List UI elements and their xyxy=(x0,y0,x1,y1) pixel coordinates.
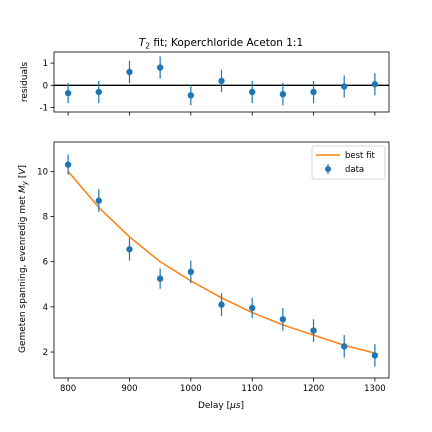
residual-point xyxy=(126,60,133,84)
main-y-ticks: 2 4 6 8 10 xyxy=(37,167,54,358)
residual-point xyxy=(371,73,379,96)
legend: best fit data xyxy=(311,145,386,180)
residual-marker xyxy=(248,88,256,96)
residual-marker xyxy=(95,88,102,96)
main-y-tick-label: 4 xyxy=(43,303,48,313)
residuals-frame xyxy=(53,51,390,113)
best-fit-line xyxy=(67,170,376,354)
data-marker xyxy=(64,161,72,168)
main-x-tick-label: 1100 xyxy=(241,384,263,394)
residual-marker xyxy=(126,68,133,76)
residual-point xyxy=(248,80,256,104)
residuals-y-tick-label: -1 xyxy=(40,104,48,114)
residuals-y-tick-label: 1 xyxy=(43,59,48,69)
data-marker xyxy=(156,275,164,282)
residuals-panel: -1 0 1 residuals xyxy=(20,51,390,116)
legend-data-label: data xyxy=(345,165,364,175)
data-point xyxy=(126,237,133,261)
data-point xyxy=(64,154,72,175)
data-marker xyxy=(126,246,133,253)
data-marker xyxy=(248,304,256,312)
data-marker xyxy=(341,343,348,350)
main-x-tick-label: 1000 xyxy=(180,384,202,394)
main-y-tick-label: 6 xyxy=(43,258,48,268)
residual-point xyxy=(156,56,164,79)
data-marker xyxy=(95,197,102,204)
main-x-ticks: 800 900 1000 1100 1200 1300 xyxy=(60,378,386,394)
data-point xyxy=(279,307,287,331)
data-marker xyxy=(371,352,379,359)
data-point xyxy=(187,260,195,284)
data-marker xyxy=(310,327,317,334)
residual-marker xyxy=(341,83,348,90)
legend-data-swatch-marker xyxy=(325,166,331,172)
residuals-y-axis-label: residuals xyxy=(20,62,30,103)
main-x-tick-label: 800 xyxy=(60,384,76,394)
residual-marker xyxy=(187,92,195,99)
data-marker xyxy=(187,268,195,276)
residual-point xyxy=(187,85,195,106)
data-points xyxy=(64,154,379,367)
residuals-y-ticks: -1 0 1 xyxy=(40,59,54,114)
main-y-tick-label: 8 xyxy=(43,213,48,223)
data-marker xyxy=(279,316,287,323)
residual-marker xyxy=(371,81,379,88)
residual-marker xyxy=(64,89,72,97)
residuals-x-ticks xyxy=(67,112,376,116)
residual-marker xyxy=(218,77,225,85)
residual-point xyxy=(341,75,348,98)
residual-point xyxy=(218,69,225,92)
data-point xyxy=(95,189,102,213)
data-point xyxy=(341,335,348,358)
main-y-axis-label: Gemeten spanning, evenredig met My [V] xyxy=(18,165,29,353)
residuals-chart-title: T2 fit; Koperchloride Aceton 1:1 xyxy=(139,37,303,51)
main-frame xyxy=(53,141,390,379)
residual-marker xyxy=(310,88,317,96)
residuals-y-tick-label: 0 xyxy=(43,81,48,91)
residual-point xyxy=(64,83,72,104)
data-point xyxy=(310,319,317,342)
residual-point xyxy=(95,80,102,104)
residual-point xyxy=(279,83,287,106)
data-point xyxy=(156,268,164,289)
residual-marker xyxy=(156,64,164,71)
main-x-tick-label: 1200 xyxy=(303,384,325,394)
main-x-tick-label: 1300 xyxy=(364,384,386,394)
residuals-points xyxy=(64,56,379,106)
main-panel: 2 4 6 8 10 800 900 1000 1100 1200 1300 best fit d… xyxy=(18,141,390,411)
main-y-tick-label: 10 xyxy=(37,167,48,177)
data-marker xyxy=(218,301,225,308)
data-point xyxy=(248,297,256,319)
main-x-axis-label: Delay [μs] xyxy=(198,401,244,411)
data-point xyxy=(218,293,225,316)
residual-point xyxy=(310,80,317,104)
main-y-tick-label: 2 xyxy=(43,348,48,358)
residual-marker xyxy=(279,91,287,98)
legend-fit-label: best fit xyxy=(345,151,375,161)
main-x-tick-label: 900 xyxy=(121,384,137,394)
data-point xyxy=(371,344,379,367)
